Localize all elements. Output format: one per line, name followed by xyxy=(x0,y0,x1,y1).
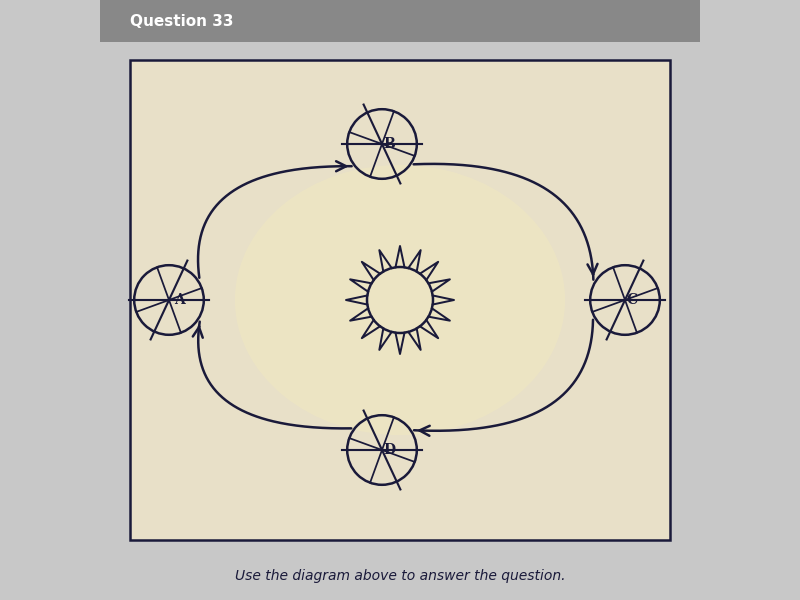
Bar xyxy=(100,0,700,42)
Text: A: A xyxy=(174,293,185,307)
Text: C: C xyxy=(626,293,638,307)
Text: Use the diagram above to answer the question.: Use the diagram above to answer the ques… xyxy=(234,569,566,583)
Bar xyxy=(130,60,670,540)
Ellipse shape xyxy=(235,165,565,435)
Text: Question 33: Question 33 xyxy=(130,13,234,28)
Text: B: B xyxy=(383,137,395,151)
Text: D: D xyxy=(383,443,395,457)
